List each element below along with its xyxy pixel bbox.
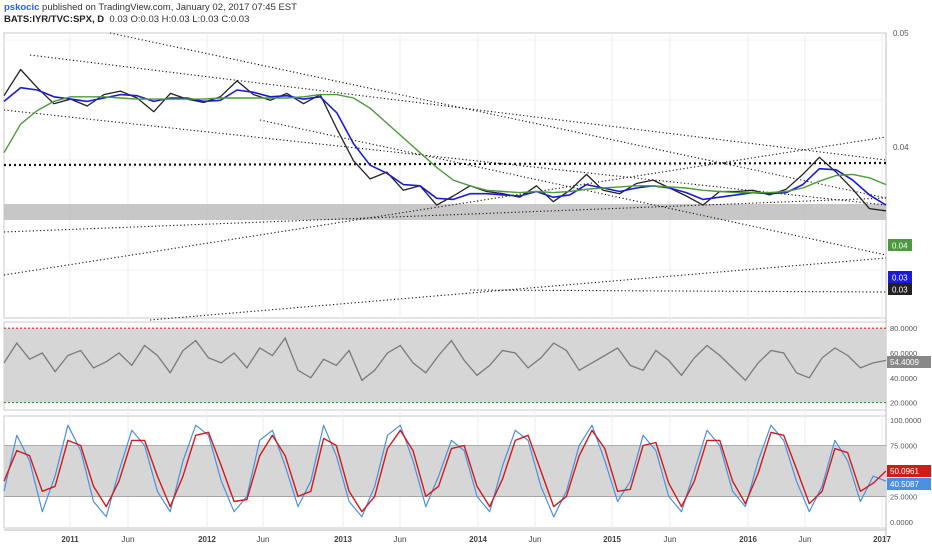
time-tick-6: 2014 <box>469 535 487 544</box>
trend-line-1 <box>109 32 887 199</box>
price-value-label-2: 0.03 <box>892 286 908 295</box>
publish-line: pskocic published on TradingView.com, Ja… <box>4 2 297 14</box>
trend-line-6 <box>149 257 887 321</box>
trend-line-2 <box>3 109 887 206</box>
trend-line-5 <box>3 197 887 233</box>
stoch-tick-1: 75.0000 <box>890 442 917 451</box>
price-series-2 <box>3 93 887 194</box>
panel-frame-0 <box>3 32 887 319</box>
resistance-zone <box>4 204 886 220</box>
price-tick-0: 0.05 <box>893 29 909 38</box>
stoch-value-label-0-bg <box>887 465 931 477</box>
rsi-value-label: 54.4009 <box>890 358 919 367</box>
price-value-label-1-bg <box>888 271 912 283</box>
price-series-1 <box>3 86 887 206</box>
time-tick-11: Jun <box>799 535 812 544</box>
rsi-value-label-bg <box>887 356 931 368</box>
time-tick-2: 2012 <box>198 535 216 544</box>
rsi-tick-2: 40.0000 <box>890 374 917 383</box>
time-tick-3: Jun <box>257 535 270 544</box>
rsi-tick-3: 20.0000 <box>890 399 917 408</box>
time-tick-10: 2016 <box>739 535 757 544</box>
time-tick-5: Jun <box>394 535 407 544</box>
price-value-label-2-bg <box>888 283 912 295</box>
stoch-tick-0: 100.0000 <box>890 416 921 425</box>
rsi-tick-1: 60.0000 <box>890 349 917 358</box>
price-value-label-0-bg <box>888 239 912 251</box>
symbol-label: BATS:IYR/TVC:SPX, D <box>4 14 105 25</box>
time-tick-7: Jun <box>529 535 542 544</box>
stoch-value-label-1-bg <box>887 478 931 490</box>
stoch-value-label-0: 50.0961 <box>890 467 919 476</box>
rsi-tick-0: 80.0000 <box>890 324 917 333</box>
price-value-label-0: 0.04 <box>892 242 908 251</box>
time-tick-12: 2017 <box>873 535 891 544</box>
trend-line-3 <box>259 119 887 256</box>
stoch-series-1 <box>3 429 887 513</box>
publish-info: published on TradingView.com, January 02… <box>42 2 297 13</box>
stoch-band-fill <box>4 445 886 497</box>
stoch-tick-3: 25.0000 <box>890 492 917 501</box>
rsi-series <box>3 336 887 382</box>
time-tick-9: Jun <box>664 535 677 544</box>
rsi-band-fill <box>4 328 886 403</box>
time-tick-4: 2013 <box>334 535 352 544</box>
trend-line-4 <box>3 136 887 276</box>
stoch-tick-4: 0.0000 <box>890 518 913 527</box>
author-link[interactable]: pskocic <box>4 2 40 13</box>
time-tick-1: Jun <box>122 535 135 544</box>
price-tick-1: 0.04 <box>893 143 909 152</box>
time-tick-0: 2011 <box>61 535 79 544</box>
ohlc-values: 0.03 O:0.03 H:0.03 L:0.03 C:0.03 <box>109 14 250 25</box>
stoch-series-0 <box>3 424 887 518</box>
trend-line-7 <box>469 289 887 293</box>
symbol-line: BATS:IYR/TVC:SPX, D 0.03 O:0.03 H:0.03 L… <box>4 14 297 26</box>
price-value-label-1: 0.03 <box>892 274 908 283</box>
stoch-value-label-1: 40.5087 <box>890 480 919 489</box>
trend-line-8 <box>3 161 887 167</box>
chart-header: pskocic published on TradingView.com, Ja… <box>4 2 297 26</box>
time-tick-8: 2015 <box>603 535 621 544</box>
price-series-0 <box>3 68 887 212</box>
